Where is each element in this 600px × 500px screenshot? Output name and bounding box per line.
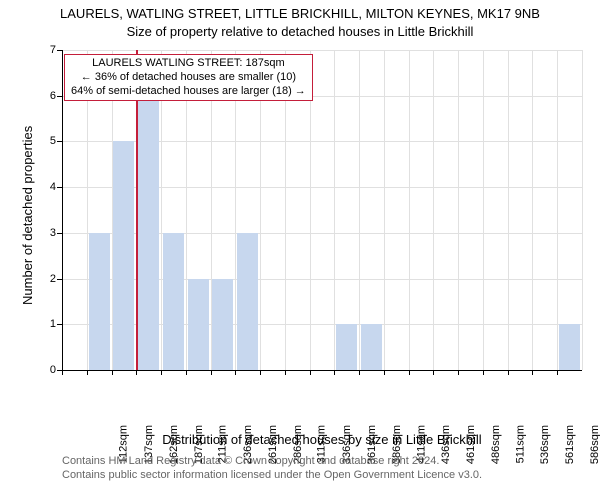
bar xyxy=(89,233,110,370)
credits-line-1: Contains HM Land Registry data © Crown c… xyxy=(62,455,482,469)
bar xyxy=(113,141,134,370)
subtitle: Size of property relative to detached ho… xyxy=(0,24,600,40)
bar xyxy=(559,324,580,370)
vgrid-line xyxy=(433,50,434,370)
credits-line-2: Contains public sector information licen… xyxy=(62,469,482,483)
y-axis-line xyxy=(62,50,63,370)
bar xyxy=(336,324,357,370)
y-tick-label: 5 xyxy=(50,135,56,147)
x-axis-line xyxy=(62,370,582,371)
y-axis-title: Number of detached properties xyxy=(20,126,35,305)
bar xyxy=(361,324,382,370)
vgrid-line xyxy=(334,50,335,370)
y-tick-label: 1 xyxy=(50,318,56,330)
bar xyxy=(138,96,159,370)
annotation-line: 64% of semi-detached houses are larger (… xyxy=(71,85,306,99)
main-title: LAURELS, WATLING STREET, LITTLE BRICKHIL… xyxy=(0,6,600,22)
vgrid-line xyxy=(582,50,583,370)
plot-area: 01234567112sqm137sqm162sqm187sqm211sqm23… xyxy=(62,50,582,370)
y-tick-label: 4 xyxy=(50,181,56,193)
vgrid-line xyxy=(409,50,410,370)
vgrid-line xyxy=(508,50,509,370)
vgrid-line xyxy=(458,50,459,370)
vgrid-line xyxy=(557,50,558,370)
y-tick-label: 3 xyxy=(50,227,56,239)
chart-titles: LAURELS, WATLING STREET, LITTLE BRICKHIL… xyxy=(0,6,600,39)
credits: Contains HM Land Registry data © Crown c… xyxy=(62,455,482,483)
y-tick-label: 6 xyxy=(50,90,56,102)
y-tick-label: 7 xyxy=(50,44,56,56)
vgrid-line xyxy=(359,50,360,370)
vgrid-line xyxy=(384,50,385,370)
x-axis-title: Distribution of detached houses by size … xyxy=(62,432,582,447)
bar xyxy=(163,233,184,370)
bar xyxy=(212,279,233,370)
annotation-line: LAURELS WATLING STREET: 187sqm xyxy=(71,57,306,71)
x-tick-label: 586sqm xyxy=(589,425,600,464)
y-tick-label: 0 xyxy=(50,364,56,376)
annotation-box: LAURELS WATLING STREET: 187sqm← 36% of d… xyxy=(64,54,313,101)
vgrid-line xyxy=(483,50,484,370)
vgrid-line xyxy=(532,50,533,370)
bar xyxy=(237,233,258,370)
y-tick-label: 2 xyxy=(50,273,56,285)
hgrid-line xyxy=(62,50,582,51)
annotation-line: ← 36% of detached houses are smaller (10… xyxy=(71,71,306,85)
bar xyxy=(188,279,209,370)
